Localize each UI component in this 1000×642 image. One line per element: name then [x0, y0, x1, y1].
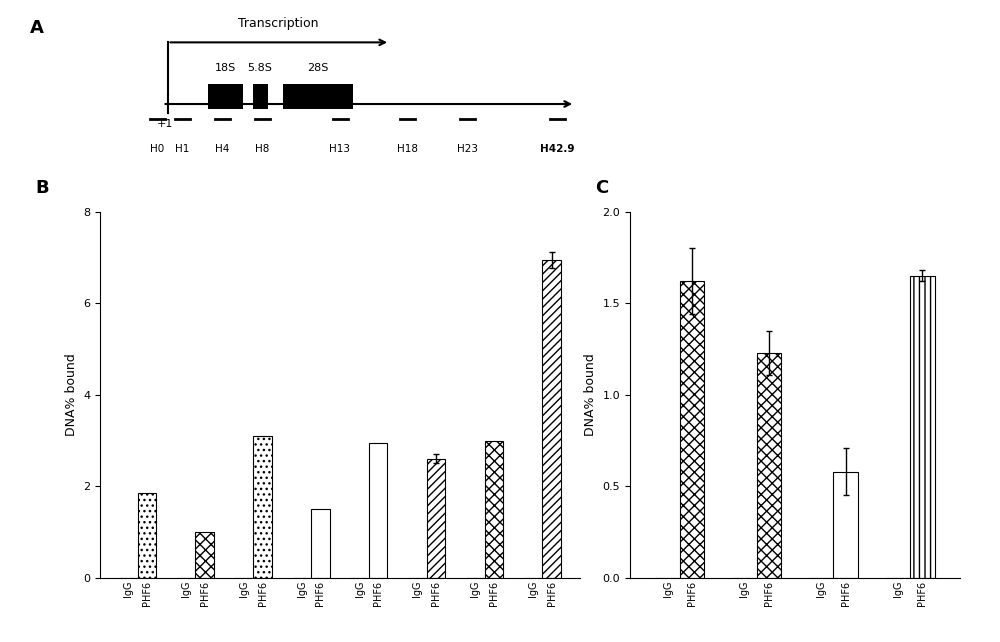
Bar — [910, 276, 935, 578]
Bar — [680, 281, 704, 578]
Bar — [427, 459, 445, 578]
Bar — [208, 84, 242, 108]
Text: A: A — [30, 19, 44, 37]
Y-axis label: DNA% bound: DNA% bound — [65, 354, 78, 436]
Text: H13: H13 — [330, 144, 351, 154]
Text: H23: H23 — [457, 144, 478, 154]
Text: H8: H8 — [255, 144, 270, 154]
Bar — [369, 443, 387, 578]
Bar — [311, 509, 330, 578]
Bar — [252, 84, 268, 108]
Bar — [138, 493, 156, 578]
Text: H1: H1 — [175, 144, 190, 154]
Text: H0: H0 — [150, 144, 165, 154]
Text: 5.8S: 5.8S — [248, 63, 272, 73]
Bar — [253, 436, 272, 578]
Bar — [283, 84, 352, 108]
Text: 18S: 18S — [214, 63, 236, 73]
Bar — [757, 352, 781, 578]
Text: C: C — [595, 178, 608, 196]
Text: H4: H4 — [215, 144, 230, 154]
Bar — [833, 472, 858, 578]
Text: Transcription: Transcription — [239, 17, 319, 30]
Bar — [485, 440, 503, 578]
Text: B: B — [35, 178, 49, 196]
Y-axis label: DNA% bound: DNA% bound — [584, 354, 597, 436]
Bar — [542, 260, 561, 578]
Text: +1: +1 — [157, 119, 173, 129]
Text: H18: H18 — [397, 144, 418, 154]
Bar — [195, 532, 214, 578]
Text: H42.9: H42.9 — [540, 144, 575, 154]
Text: 28S: 28S — [307, 63, 328, 73]
